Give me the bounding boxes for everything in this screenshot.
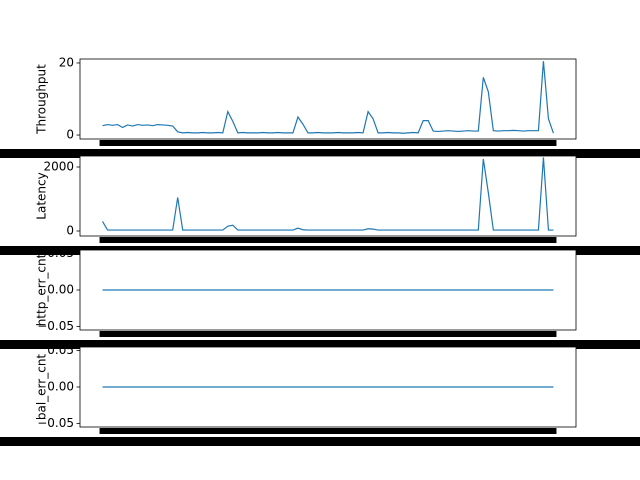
y-tick-label: 0.00 bbox=[47, 283, 74, 297]
y-tick-label: 20 bbox=[59, 55, 74, 69]
y-tick-label: −0.05 bbox=[37, 319, 74, 333]
axes-frame bbox=[79, 58, 577, 140]
y-tick-label: 0.05 bbox=[47, 343, 74, 357]
x-tick-labels bbox=[99, 237, 557, 243]
y-tick-label: 0.05 bbox=[47, 246, 74, 260]
y-tick-label: 0 bbox=[66, 128, 74, 142]
y-tick-label: 0.00 bbox=[47, 380, 74, 394]
y-axis-label: Throughput bbox=[35, 64, 49, 135]
y-tick-label: 2000 bbox=[43, 160, 74, 174]
series-line bbox=[102, 61, 555, 134]
x-tick-labels bbox=[99, 428, 557, 434]
axes-frame bbox=[79, 155, 577, 237]
x-tick-labels bbox=[99, 331, 557, 337]
y-axis-label: Latency bbox=[35, 172, 49, 219]
x-tick-labels-overflow bbox=[0, 340, 640, 349]
y-axis-label: http_err_cnt bbox=[35, 253, 49, 326]
x-tick-labels-overflow bbox=[0, 149, 640, 158]
x-tick-labels bbox=[99, 140, 557, 146]
y-axis-label: bal_err_cnt bbox=[35, 354, 49, 421]
y-tick-label: −0.05 bbox=[37, 416, 74, 430]
series-line bbox=[102, 157, 554, 231]
x-tick-labels-overflow bbox=[0, 437, 640, 446]
y-tick-label: 0 bbox=[66, 224, 74, 238]
